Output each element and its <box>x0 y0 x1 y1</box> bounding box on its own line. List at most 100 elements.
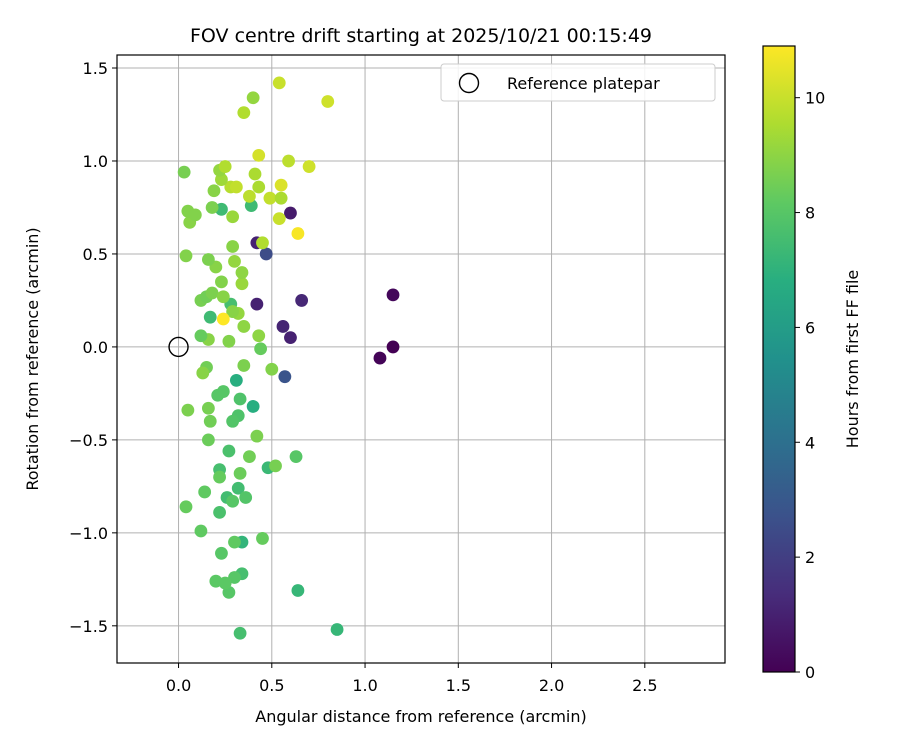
data-point <box>250 297 264 311</box>
data-point <box>276 320 290 333</box>
data-point <box>250 429 264 443</box>
data-point <box>252 329 266 343</box>
data-point <box>196 366 210 380</box>
y-tick-label: 1.0 <box>83 152 108 171</box>
colorbar: 0 2 4 6 8 10 Hours from first FF file <box>762 45 862 682</box>
data-point <box>246 400 260 413</box>
data-point <box>194 329 208 343</box>
colorbar-tick-label: 8 <box>805 204 815 223</box>
data-point <box>222 444 236 458</box>
colorbar-tick-label: 4 <box>805 433 815 452</box>
data-point <box>226 240 240 253</box>
scatter-points <box>177 76 400 640</box>
data-point <box>181 403 195 417</box>
colorbar-ticks: 0 2 4 6 8 10 <box>795 89 825 682</box>
data-point <box>284 331 297 345</box>
data-point <box>213 470 226 484</box>
data-point <box>228 571 241 584</box>
x-tick-label: 0.0 <box>166 676 191 695</box>
data-point <box>274 178 288 192</box>
data-point <box>226 494 240 508</box>
data-point <box>179 249 193 263</box>
data-point <box>222 334 236 348</box>
data-point <box>243 189 256 203</box>
data-point <box>256 236 269 250</box>
data-point <box>263 191 277 205</box>
data-point <box>278 370 292 384</box>
y-tick-label: 0.5 <box>83 245 108 264</box>
x-tick-label: 2.5 <box>632 676 657 695</box>
data-point <box>233 626 247 640</box>
data-point <box>265 362 279 376</box>
data-point <box>243 450 256 464</box>
data-point <box>233 466 247 480</box>
data-point <box>235 277 249 291</box>
data-point <box>246 91 260 105</box>
data-point <box>207 184 221 198</box>
data-point <box>198 485 212 499</box>
reference-layer <box>168 336 189 358</box>
data-point <box>211 388 225 402</box>
data-point <box>248 167 262 181</box>
grid-lines <box>117 55 725 663</box>
y-tick-label: −1.5 <box>69 617 108 636</box>
data-point <box>228 535 241 549</box>
data-point <box>272 76 286 90</box>
legend-reference-marker <box>458 72 480 94</box>
data-point <box>256 532 269 545</box>
colorbar-tick-label: 6 <box>805 318 815 337</box>
y-tick-label: −0.5 <box>69 431 108 450</box>
data-point <box>226 210 240 224</box>
data-point <box>239 491 253 504</box>
data-point <box>203 414 217 428</box>
colorbar-label: Hours from first FF file <box>843 270 862 449</box>
data-point <box>203 310 217 324</box>
data-point <box>272 212 286 226</box>
colorbar-tick-label: 10 <box>805 89 825 108</box>
data-point <box>226 305 240 318</box>
data-point <box>213 505 226 519</box>
data-point <box>373 351 387 365</box>
data-point <box>237 359 251 372</box>
colorbar-gradient <box>762 45 796 673</box>
data-point <box>302 160 316 173</box>
x-tick-label: 1.5 <box>446 676 471 695</box>
data-point <box>209 574 223 588</box>
data-point <box>205 201 219 214</box>
data-point <box>201 401 215 415</box>
data-point <box>254 342 268 356</box>
data-point <box>252 149 266 162</box>
data-point <box>321 95 335 108</box>
data-point <box>229 373 243 387</box>
data-point <box>216 312 230 326</box>
data-point <box>233 392 247 406</box>
data-point <box>188 208 202 222</box>
data-point <box>216 290 230 304</box>
data-point <box>252 180 266 194</box>
data-point <box>218 160 232 173</box>
data-point <box>179 500 193 514</box>
data-point <box>386 288 400 302</box>
x-tick-label: 2.0 <box>539 676 564 695</box>
data-point <box>284 206 297 220</box>
data-point <box>295 294 309 307</box>
data-point <box>231 481 245 495</box>
plot-frame <box>116 54 726 664</box>
data-point <box>201 253 215 266</box>
x-tick-label: 0.5 <box>259 676 284 695</box>
data-point <box>289 450 303 464</box>
data-point <box>228 254 241 268</box>
x-axis-label: Angular distance from reference (arcmin) <box>255 707 586 726</box>
data-point <box>215 275 228 289</box>
colorbar-tick-label: 2 <box>805 548 815 567</box>
data-point <box>226 414 240 428</box>
x-axis-ticks: 0.0 0.5 1.0 1.5 2.0 2.5 <box>166 663 658 695</box>
data-point <box>274 191 288 205</box>
data-point <box>194 524 208 538</box>
data-point <box>237 106 251 120</box>
data-point <box>330 623 344 636</box>
data-point <box>291 227 305 240</box>
legend: Reference platepar <box>440 63 716 102</box>
data-point <box>237 320 251 333</box>
